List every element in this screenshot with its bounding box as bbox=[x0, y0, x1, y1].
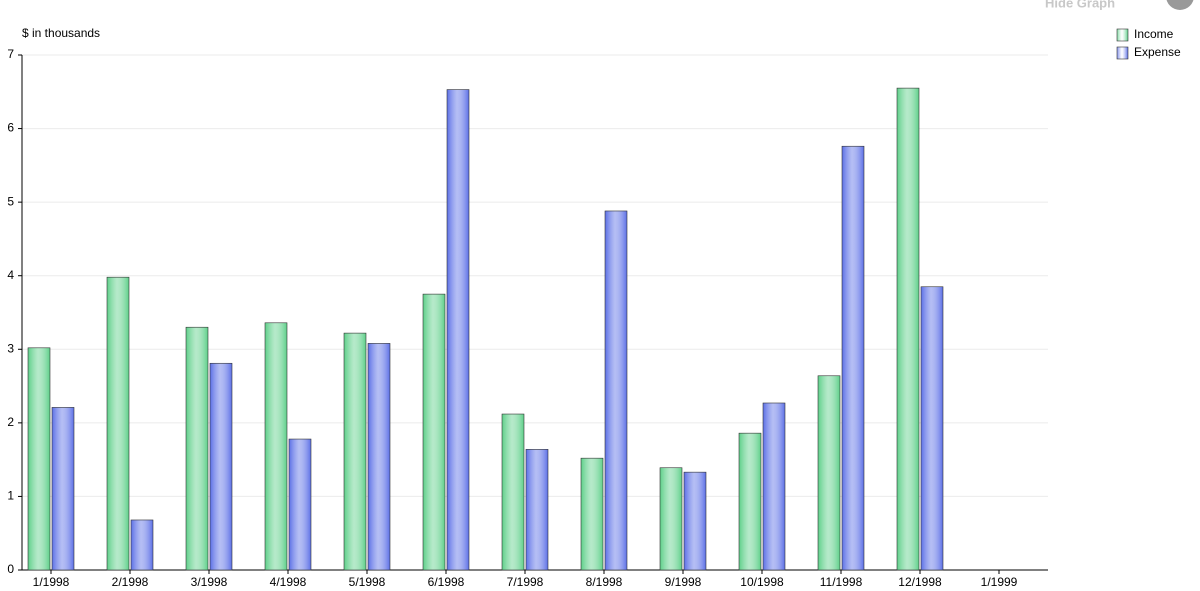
bar bbox=[209, 362, 233, 571]
x-tick-label: 3/1998 bbox=[191, 575, 228, 589]
x-tick-label: 11/1998 bbox=[820, 575, 863, 589]
x-tick-label: 12/1998 bbox=[898, 575, 942, 589]
bar bbox=[343, 332, 367, 571]
bar bbox=[920, 286, 944, 571]
bar bbox=[738, 432, 762, 571]
bar bbox=[683, 471, 707, 571]
y-axis-label: $ in thousands bbox=[22, 26, 100, 40]
y-tick-label: 3 bbox=[7, 341, 14, 355]
y-tick-label: 0 bbox=[7, 562, 14, 576]
bar bbox=[422, 293, 446, 571]
bar bbox=[525, 449, 549, 571]
bar bbox=[51, 407, 75, 571]
legend-swatch bbox=[1116, 46, 1129, 60]
bar bbox=[817, 375, 841, 571]
x-tick-label: 9/1998 bbox=[665, 575, 702, 589]
y-tick-label: 4 bbox=[7, 268, 14, 282]
bar bbox=[130, 519, 154, 571]
bar bbox=[501, 413, 525, 571]
bar bbox=[185, 326, 209, 571]
bar bbox=[762, 402, 786, 571]
y-tick-label: 5 bbox=[7, 194, 14, 208]
bar bbox=[367, 343, 391, 571]
bar bbox=[841, 145, 865, 571]
y-tick-label: 6 bbox=[7, 121, 14, 135]
bar bbox=[264, 322, 288, 571]
hide-graph[interactable]: Hide Graph bbox=[1045, 0, 1115, 10]
bar bbox=[106, 276, 130, 571]
legend-label: Expense bbox=[1134, 45, 1181, 59]
x-tick-label: 6/1998 bbox=[428, 575, 465, 589]
bar bbox=[288, 438, 312, 571]
hide-graph-icon[interactable] bbox=[1166, 0, 1194, 10]
y-tick-label: 2 bbox=[7, 415, 14, 429]
bar bbox=[896, 87, 920, 571]
x-tick-label: 1/1998 bbox=[33, 575, 70, 589]
bar bbox=[659, 467, 683, 571]
y-tick-label: 7 bbox=[7, 47, 14, 61]
y-tick-label: 1 bbox=[7, 489, 14, 503]
x-tick-label: 2/1998 bbox=[112, 575, 149, 589]
x-tick-label: 7/1998 bbox=[507, 575, 544, 589]
bar bbox=[27, 347, 51, 571]
bar bbox=[580, 457, 604, 571]
x-tick-label: 8/1998 bbox=[586, 575, 623, 589]
bar bbox=[446, 89, 470, 571]
x-tick-label: 5/1998 bbox=[349, 575, 386, 589]
legend-swatch bbox=[1116, 28, 1129, 42]
x-tick-label: 4/1998 bbox=[270, 575, 307, 589]
legend-label: Income bbox=[1134, 27, 1174, 41]
x-tick-label: 10/1998 bbox=[740, 575, 784, 589]
x-tick-label: 1/1999 bbox=[981, 575, 1018, 589]
bar bbox=[604, 210, 628, 571]
